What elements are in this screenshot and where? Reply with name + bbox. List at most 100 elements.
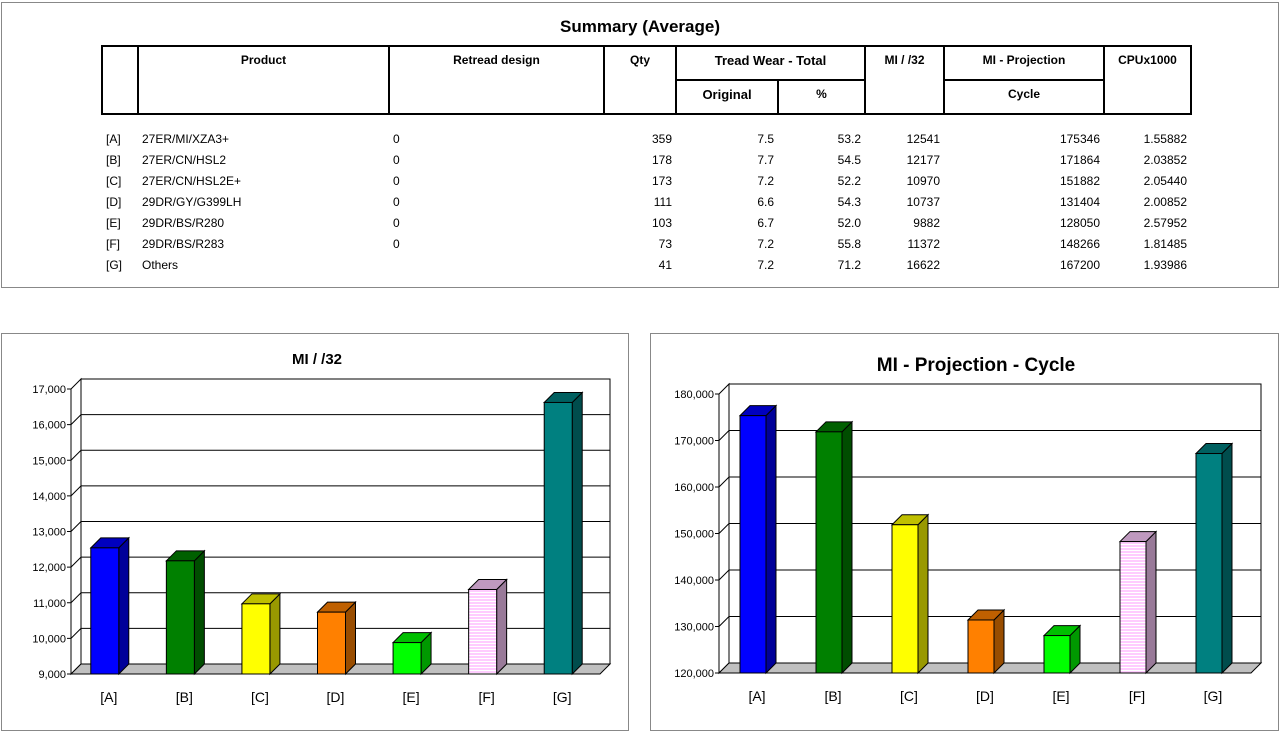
x-tick-label: [F]	[1129, 688, 1145, 704]
bar-side	[496, 578, 508, 676]
qty-header: Qty	[603, 45, 677, 115]
x-tick-label: [F]	[478, 689, 494, 705]
y-tick-label: 160,000	[674, 482, 714, 494]
table-row: [E] 29DR/BS/R280 0 103 6.7 52.0 9882 128050 2.57…	[102, 213, 1191, 234]
x-tick-label: [E]	[403, 689, 420, 705]
cell-qty: 173	[651, 174, 672, 188]
x-tick-label: [G]	[1204, 688, 1223, 704]
table-row: [C] 27ER/CN/HSL2E+ 0 173 7.2 52.2 10970 151882 2…	[102, 171, 1191, 192]
cell-percent: 52.0	[837, 216, 861, 230]
cell-qty: 178	[651, 153, 672, 167]
gridline	[70, 592, 610, 604]
bar-side	[993, 608, 1005, 675]
table-row: [D] 29DR/GY/G399LH 0 111 6.6 54.3 10737 131404 2…	[102, 192, 1191, 213]
cell-id: [G]	[106, 258, 123, 272]
bar-side	[765, 404, 777, 675]
cell-projection: 171864	[1059, 153, 1100, 167]
summary-table: Product Retread design Qty Tread Wear - …	[101, 45, 1192, 276]
bar	[165, 560, 195, 675]
tread-wear-header: Tread Wear - Total	[675, 45, 866, 81]
bar	[90, 547, 120, 675]
cell-percent: 54.5	[837, 153, 861, 167]
x-tick-label: [A]	[748, 688, 765, 704]
cell-retread: 0	[393, 132, 400, 146]
mi-projection-chart-panel: MI - Projection - Cycle 120,000 130,000 140…	[650, 333, 1279, 731]
y-tick-label: 15,000	[32, 455, 66, 467]
cell-cpu: 2.00852	[1143, 195, 1187, 209]
cell-projection: 131404	[1059, 195, 1100, 209]
cell-qty: 111	[653, 195, 672, 209]
cell-qty: 103	[651, 216, 672, 230]
bar-side	[1145, 530, 1157, 675]
bar-side	[345, 600, 356, 676]
gridline	[718, 476, 1261, 488]
cell-mi32: 11372	[907, 237, 940, 251]
mi32-header: MI / /32	[864, 45, 945, 115]
cell-percent: 53.2	[837, 132, 861, 146]
bar-side	[269, 592, 281, 676]
gridline	[70, 556, 610, 568]
table-row: [F] 29DR/BS/R283 0 73 7.2 55.8 11372 148266 1.81…	[102, 234, 1191, 255]
cell-mi32: 9882	[913, 216, 940, 230]
bar-side	[1221, 442, 1233, 675]
gridline	[70, 414, 610, 425]
gridline	[718, 430, 1261, 441]
cell-qty: 41	[658, 258, 672, 272]
cell-product: 29DR/GY/G399LH	[142, 195, 242, 209]
cell-id: [B]	[106, 153, 121, 167]
retread-header: Retread design	[388, 45, 605, 115]
cell-qty: 73	[658, 237, 672, 251]
product-header: Product	[137, 45, 390, 115]
x-tick-label: [B]	[176, 689, 193, 705]
y-tick-label: 12,000	[32, 562, 66, 574]
y-tick-label: 13,000	[32, 527, 66, 539]
gridline	[718, 616, 1261, 627]
mi32-chart: MI / /32 9,000 10,000 11,000 12,000 13,000 14,…	[32, 351, 612, 705]
x-tick-label: [A]	[100, 689, 117, 705]
bar	[739, 415, 767, 674]
cell-cpu: 1.81485	[1143, 237, 1187, 251]
cell-original: 7.7	[757, 153, 774, 167]
cell-id: [A]	[106, 132, 121, 146]
id-header	[101, 45, 139, 115]
cell-original: 7.5	[757, 132, 774, 146]
cell-original: 6.7	[757, 216, 774, 230]
bar	[468, 588, 498, 675]
cell-id: [D]	[106, 195, 122, 209]
cell-qty: 359	[651, 132, 672, 146]
cell-cpu: 2.03852	[1143, 153, 1187, 167]
y-tick-label: 17,000	[32, 384, 66, 396]
cell-id: [E]	[106, 216, 121, 230]
table-row: [A] 27ER/MI/XZA3+ 0 359 7.5 53.2 12541 175346 1.…	[102, 129, 1191, 150]
cell-cpu: 1.55882	[1143, 132, 1187, 146]
cell-original: 6.6	[757, 195, 774, 209]
x-tick-label: [C]	[900, 688, 918, 704]
y-tick-label: 9,000	[38, 669, 66, 681]
cell-original: 7.2	[757, 237, 774, 251]
y-tick-label: 16,000	[32, 420, 66, 432]
bar	[1043, 635, 1071, 674]
bar	[1195, 453, 1223, 674]
cell-projection: 151882	[1059, 174, 1100, 188]
x-tick-label: [E]	[1052, 688, 1069, 704]
cell-original: 7.2	[757, 258, 774, 272]
table-row: [B] 27ER/CN/HSL2 0 178 7.7 54.5 12177 171864 2.0…	[102, 150, 1191, 171]
cell-retread: 0	[393, 195, 400, 209]
cell-retread: 0	[393, 153, 400, 167]
gridline	[718, 523, 1261, 534]
percent-header: %	[777, 79, 866, 115]
x-tick-label: [D]	[327, 689, 345, 705]
bar-side	[571, 391, 583, 676]
cell-percent: 54.3	[837, 195, 861, 209]
gridline	[70, 521, 610, 532]
bar-side	[193, 549, 205, 676]
bar-side	[118, 536, 130, 676]
cell-product: 29DR/BS/R280	[142, 216, 225, 230]
cell-cpu: 2.05440	[1143, 174, 1187, 188]
bar	[241, 603, 271, 675]
mi-projection-chart: MI - Projection - Cycle 120,000 130,000 140…	[674, 355, 1263, 704]
cell-retread: 0	[393, 216, 400, 230]
cell-retread: 0	[393, 237, 400, 251]
bar	[1119, 541, 1147, 674]
cell-product: Others	[142, 258, 179, 272]
